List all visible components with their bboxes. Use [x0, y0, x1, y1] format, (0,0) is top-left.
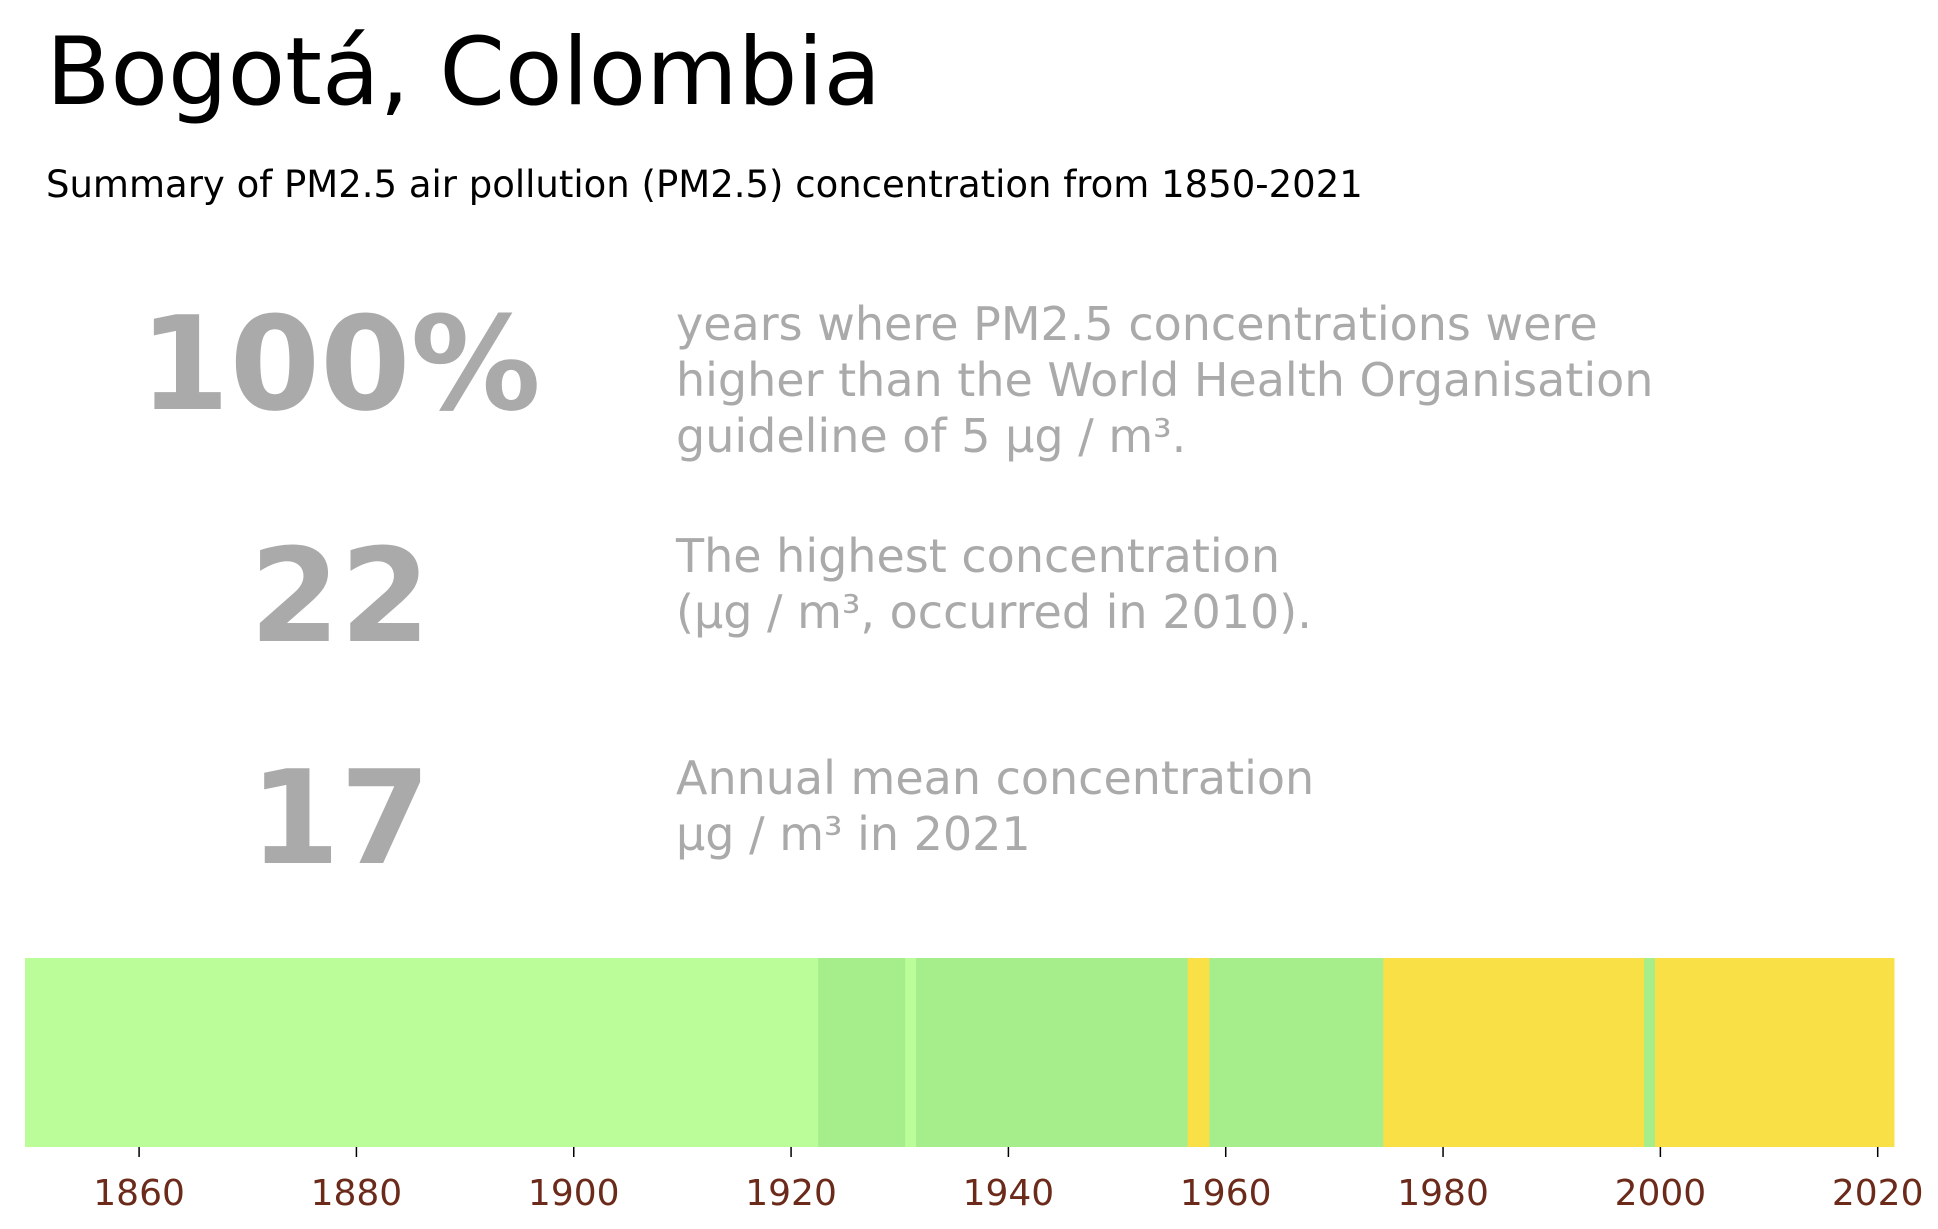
stripe-segment-3	[905, 958, 917, 1147]
x-tick-label-2020: 2020	[1832, 1173, 1924, 1214]
stripe-segment-4	[916, 958, 1189, 1147]
x-tick-label-1920: 1920	[745, 1173, 837, 1214]
stat-1-line-3: guideline of 5 µg / m³.	[676, 409, 1187, 463]
stat-3-line-1: Annual mean concentration	[676, 751, 1315, 805]
x-tick-label-1880: 1880	[311, 1173, 403, 1214]
stripe-segment-1	[25, 958, 819, 1147]
stat-1-description: years where PM2.5 concentrations were hi…	[676, 296, 1653, 464]
stripe-segment-2	[818, 958, 906, 1147]
stat-2-description: The highest concentration (µg / m³, occu…	[676, 528, 1312, 640]
stripe-segment-9	[1654, 958, 1895, 1147]
x-tick-label-2000: 2000	[1615, 1173, 1707, 1214]
stripe-segment-5	[1187, 958, 1210, 1147]
x-tick-label-1960: 1960	[1180, 1173, 1272, 1214]
x-tick-label-1980: 1980	[1397, 1173, 1489, 1214]
page-title: Bogotá, Colombia	[46, 18, 882, 127]
stat-1-line-2: higher than the World Health Organisatio…	[676, 353, 1654, 407]
stat-3-description: Annual mean concentration µg / m³ in 202…	[676, 750, 1314, 862]
stripe-segment-8	[1644, 958, 1656, 1147]
x-tick-label-1900: 1900	[528, 1173, 620, 1214]
stat-2-line-2: (µg / m³, occurred in 2010).	[676, 585, 1312, 639]
stat-3-value: 17	[249, 742, 431, 894]
stripe-segment-6	[1209, 958, 1384, 1147]
page-subtitle: Summary of PM2.5 air pollution (PM2.5) c…	[46, 163, 1363, 206]
stat-1-value: 100%	[139, 288, 541, 440]
stat-3-line-2: µg / m³ in 2021	[676, 807, 1031, 861]
x-tick-label-1940: 1940	[963, 1173, 1055, 1214]
stat-1-line-1: years where PM2.5 concentrations were	[676, 297, 1598, 351]
stripe-segment-7	[1383, 958, 1645, 1147]
stat-2-value: 22	[249, 520, 431, 672]
stat-2-line-1: The highest concentration	[676, 529, 1280, 583]
x-tick-label-1860: 1860	[93, 1173, 185, 1214]
